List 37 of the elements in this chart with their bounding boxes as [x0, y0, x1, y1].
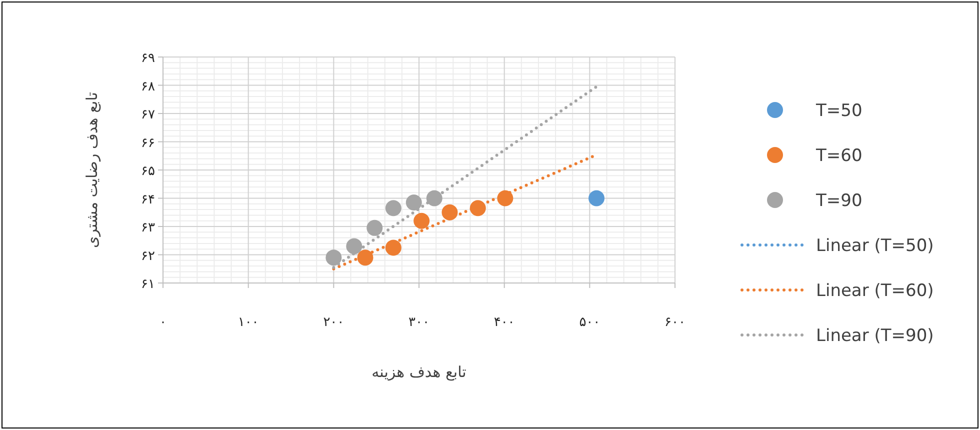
y-tick-label: ۶۵: [141, 164, 156, 179]
y-tick-label: ۶۷: [141, 108, 156, 122]
y-tick-label: ۶۹: [141, 51, 156, 66]
point: [385, 200, 402, 216]
point: [426, 190, 442, 206]
y-tick-label: ۶۸: [141, 79, 156, 94]
x-tick-label: ۴۰۰: [494, 315, 515, 330]
x-tick-label: ۲۰۰: [323, 315, 344, 330]
point: [385, 240, 402, 256]
y-tick-label: ۶۱: [141, 277, 155, 292]
x-axis-title: تابع هدف هزینه: [372, 363, 466, 381]
point: [406, 194, 422, 210]
point: [442, 204, 458, 220]
x-tick-label: ۵۰۰: [579, 315, 600, 330]
x-tick-label: ۳۰۰: [408, 315, 430, 330]
point: [326, 250, 342, 266]
y-tick-label: ۶۳: [141, 220, 156, 236]
point: [470, 200, 486, 216]
y-tick-label: ۶۶: [141, 136, 155, 151]
point: [366, 220, 383, 236]
point: [588, 190, 604, 206]
legend-label: T=50: [815, 101, 862, 121]
legend-label: T=90: [815, 191, 862, 211]
x-tick-label: ۰: [160, 315, 166, 330]
point: [497, 190, 514, 206]
legend-label: T=60: [815, 146, 862, 166]
y-tick-label: ۶۴: [141, 192, 156, 208]
legend-label: Linear (T=60): [816, 281, 934, 301]
y-tick-label: ۶۲: [141, 248, 156, 264]
legend-label: Linear (T=50): [816, 236, 934, 256]
x-tick-label: ۶۰۰: [664, 315, 686, 330]
point: [414, 212, 430, 229]
legend-label: Linear (T=90): [816, 326, 934, 346]
y-axis-title: تابع هدف رضایت مشتری: [83, 92, 101, 248]
x-tick-label: ۱۰۰: [238, 315, 259, 330]
point: [357, 250, 374, 266]
point: [346, 238, 362, 254]
